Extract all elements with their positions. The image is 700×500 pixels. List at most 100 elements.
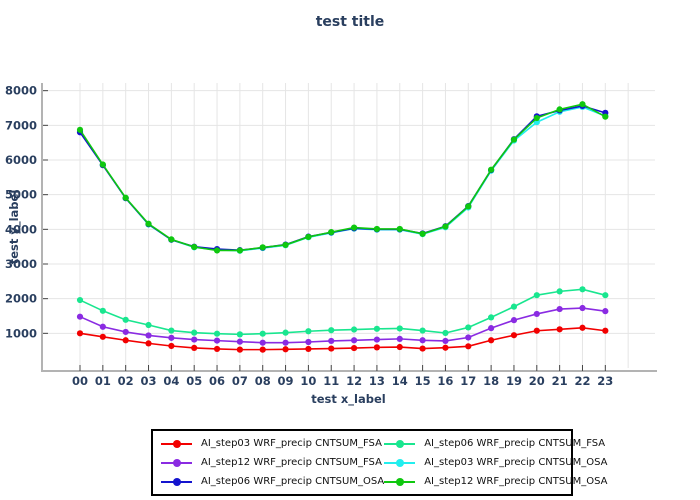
data-point-marker [442, 344, 449, 351]
data-point-marker [488, 314, 495, 321]
data-point-marker [465, 203, 472, 210]
data-point-marker [213, 330, 221, 337]
data-point-marker [373, 325, 381, 332]
data-point-marker [236, 331, 243, 338]
chart-title: test title [315, 14, 385, 30]
x-tick-label: 00 [72, 374, 88, 388]
data-point-marker [465, 334, 472, 341]
data-point-marker [99, 307, 106, 314]
legend-line-marker-icon [161, 439, 192, 448]
legend-item: AI_step03 WRF_precip CNTSUM_OSA [384, 453, 607, 472]
x-tick-label: 19 [506, 374, 522, 388]
x-tick-label: 17 [460, 374, 476, 388]
data-point-marker [213, 345, 221, 353]
data-point-marker [579, 101, 586, 108]
y-tick-label: 3000 [5, 257, 37, 271]
data-point-marker [145, 321, 152, 329]
data-point-marker [236, 338, 243, 345]
y-axis-label: test y_label [7, 189, 21, 265]
data-point-marker [328, 345, 335, 352]
data-point-marker [168, 236, 175, 243]
data-point-marker [328, 327, 335, 334]
x-tick-label: 10 [300, 374, 316, 388]
legend-label: AI_step03 WRF_precip CNTSUM_FSA [201, 438, 382, 449]
data-point-marker [533, 114, 540, 122]
data-point-marker [396, 225, 403, 233]
x-tick-label: 01 [95, 374, 111, 388]
data-point-marker [99, 323, 106, 330]
x-tick-label: 15 [415, 374, 431, 388]
x-axis-label: test x_label [311, 392, 386, 406]
data-point-marker [328, 337, 335, 345]
data-point-marker [556, 288, 563, 295]
x-tick-label: 21 [552, 374, 568, 388]
data-point-marker [282, 339, 289, 346]
data-point-marker [236, 247, 243, 254]
data-point-marker [533, 310, 540, 318]
series-line [79, 103, 606, 252]
data-point-marker [305, 345, 312, 353]
data-point-marker [191, 336, 198, 343]
legend-line-marker-icon [384, 477, 416, 486]
data-point-marker [145, 332, 152, 339]
data-point-marker [442, 329, 449, 337]
data-point-marker [145, 340, 152, 347]
data-point-marker [213, 337, 221, 344]
x-tick-label: 02 [118, 374, 134, 388]
data-point-marker [556, 106, 563, 113]
data-point-marker [213, 247, 221, 254]
data-point-marker [442, 337, 449, 345]
data-point-marker [510, 332, 518, 339]
data-point-marker [602, 327, 609, 334]
legend-label: AI_step12 WRF_precip CNTSUM_FSA [201, 457, 382, 468]
data-point-marker [419, 327, 426, 334]
data-point-marker [122, 316, 129, 323]
x-tick-label: 03 [141, 374, 157, 388]
legend-line-marker-icon [384, 458, 416, 467]
data-point-marker [465, 324, 472, 331]
data-point-marker [510, 136, 518, 143]
data-point-marker [533, 327, 540, 334]
y-tick-label: 7000 [5, 118, 37, 132]
data-point-marker [282, 329, 289, 336]
legend-item: AI_step06 WRF_precip CNTSUM_FSA [384, 434, 607, 453]
x-tick-label: 06 [209, 374, 225, 388]
x-tick-label: 23 [597, 374, 613, 388]
data-point-marker [76, 313, 84, 320]
legend-item: AI_step06 WRF_precip CNTSUM_OSA [161, 472, 384, 491]
data-point-marker [419, 337, 426, 344]
x-tick-label: 13 [369, 374, 385, 388]
data-point-marker [99, 161, 106, 168]
data-point-marker [76, 126, 84, 133]
data-point-marker [373, 344, 381, 351]
data-point-marker [579, 286, 586, 293]
data-point-marker [488, 166, 495, 173]
data-point-marker [191, 329, 198, 336]
data-point-marker [259, 330, 266, 337]
x-tick-label: 11 [323, 374, 339, 388]
data-point-marker [259, 339, 266, 346]
data-point-marker [236, 346, 243, 353]
legend-item: AI_step03 WRF_precip CNTSUM_FSA [161, 434, 384, 453]
data-point-marker [602, 292, 609, 299]
data-point-marker [556, 326, 563, 333]
x-tick-label: 20 [529, 374, 545, 388]
x-tick-label: 22 [574, 374, 590, 388]
y-tick-label: 2000 [5, 292, 37, 306]
y-tick-label: 1000 [5, 326, 37, 340]
data-point-marker [76, 330, 84, 337]
data-point-marker [122, 194, 129, 201]
data-point-marker [282, 241, 289, 249]
data-point-marker [350, 344, 358, 352]
legend-label: AI_step03 WRF_precip CNTSUM_OSA [424, 457, 608, 468]
data-point-marker [579, 304, 586, 312]
series-line [79, 288, 606, 336]
y-tick-label: 4000 [5, 222, 37, 236]
x-tick-label: 16 [437, 374, 453, 388]
data-point-marker [419, 345, 426, 352]
y-tick-label: 6000 [5, 153, 37, 167]
data-point-marker [396, 335, 403, 342]
x-tick-label: 09 [278, 374, 294, 388]
data-point-marker [305, 233, 312, 241]
data-point-marker [259, 346, 266, 353]
